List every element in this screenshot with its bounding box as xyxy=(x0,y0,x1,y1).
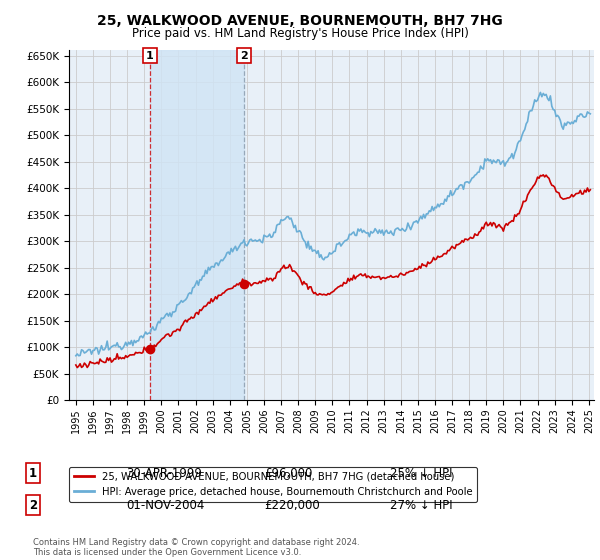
Text: 27% ↓ HPI: 27% ↓ HPI xyxy=(390,498,452,512)
Text: 2: 2 xyxy=(240,51,248,60)
Text: 01-NOV-2004: 01-NOV-2004 xyxy=(126,498,205,512)
Text: £220,000: £220,000 xyxy=(264,498,320,512)
Bar xyxy=(150,50,244,400)
Text: 1: 1 xyxy=(29,466,37,480)
Text: 30-APR-1999: 30-APR-1999 xyxy=(126,466,202,480)
Text: 2: 2 xyxy=(29,498,37,512)
Text: Price paid vs. HM Land Registry's House Price Index (HPI): Price paid vs. HM Land Registry's House … xyxy=(131,27,469,40)
Text: £96,000: £96,000 xyxy=(264,466,313,480)
Text: 25% ↓ HPI: 25% ↓ HPI xyxy=(390,466,452,480)
Text: 25, WALKWOOD AVENUE, BOURNEMOUTH, BH7 7HG: 25, WALKWOOD AVENUE, BOURNEMOUTH, BH7 7H… xyxy=(97,14,503,28)
Text: 1: 1 xyxy=(146,51,154,60)
Text: Contains HM Land Registry data © Crown copyright and database right 2024.
This d: Contains HM Land Registry data © Crown c… xyxy=(33,538,359,557)
Legend: 25, WALKWOOD AVENUE, BOURNEMOUTH, BH7 7HG (detached house), HPI: Average price, : 25, WALKWOOD AVENUE, BOURNEMOUTH, BH7 7H… xyxy=(69,466,478,502)
